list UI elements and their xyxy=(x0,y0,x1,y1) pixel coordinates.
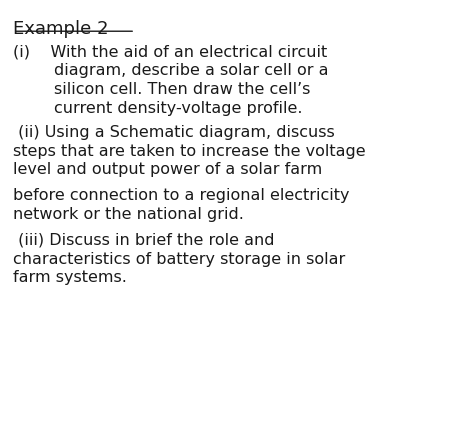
Text: farm systems.: farm systems. xyxy=(13,270,127,285)
Text: (ii) Using a Schematic diagram, discuss: (ii) Using a Schematic diagram, discuss xyxy=(13,125,335,140)
Text: diagram, describe a solar cell or a: diagram, describe a solar cell or a xyxy=(13,63,329,78)
Text: current density-voltage profile.: current density-voltage profile. xyxy=(13,101,303,116)
Text: network or the national grid.: network or the national grid. xyxy=(13,207,244,222)
Text: (iii) Discuss in brief the role and: (iii) Discuss in brief the role and xyxy=(13,233,275,248)
Text: Example 2: Example 2 xyxy=(13,20,109,38)
Text: before connection to a regional electricity: before connection to a regional electric… xyxy=(13,188,350,203)
Text: steps that are taken to increase the voltage: steps that are taken to increase the vol… xyxy=(13,144,366,159)
Text: silicon cell. Then draw the cell’s: silicon cell. Then draw the cell’s xyxy=(13,82,310,97)
Text: characteristics of battery storage in solar: characteristics of battery storage in so… xyxy=(13,252,346,267)
Text: level and output power of a solar farm: level and output power of a solar farm xyxy=(13,162,322,178)
Text: (i)    With the aid of an electrical circuit: (i) With the aid of an electrical circui… xyxy=(13,45,328,60)
